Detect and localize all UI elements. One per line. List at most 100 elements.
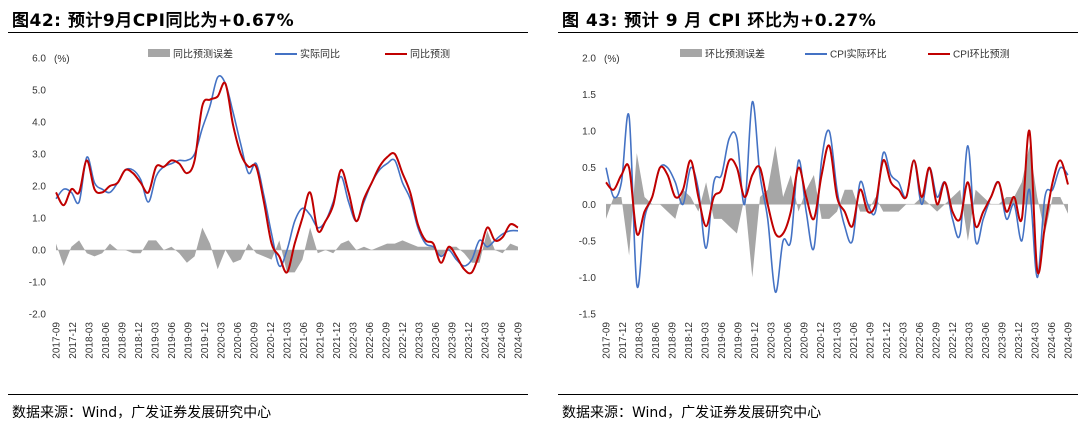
legend-label: 同比预测误差 [173,48,233,61]
x-tick-label: 2024-03 [1031,322,1042,359]
x-tick-label: 2017-09 [52,322,63,359]
x-tick-label: 2018-12 [134,322,145,359]
x-tick-label: 2023-12 [1014,322,1025,359]
x-tick-label: 2018-03 [85,322,96,359]
y-tick-label: 1.0 [32,214,46,225]
series-forecast-line [55,81,519,275]
x-tick-label: 2023-12 [464,322,475,359]
unit-label: (%) [604,54,620,65]
x-tick-label: 2024-09 [514,322,525,359]
y-tick-label: 3.0 [32,150,46,161]
legend-label: CPI实际环比 [830,48,887,61]
chart-panel-cpi-yoy: 图42: 预计9月CPI同比为+0.67% (%) 6.0 5.0 4.0 3.0 2.0… [0,0,530,430]
x-tick-label: 2021-12 [332,322,343,359]
series-forecast-line [605,129,1069,275]
x-tick-label: 2023-06 [981,322,992,359]
y-tick-label: 0.5 [582,163,596,174]
data-source: 数据来源：Wind，广发证券发展研究中心 [562,405,822,421]
x-tick-label: 2022-12 [398,322,409,359]
series-actual-line [55,75,519,268]
x-tick-label: 2022-06 [915,322,926,359]
x-tick-label: 2024-09 [1064,322,1075,359]
x-tick-label: 2017-09 [602,322,613,359]
y-tick-label: 2.0 [582,54,596,65]
x-tick-label: 2017-12 [618,322,629,359]
x-tick-label: 2019-12 [200,322,211,359]
x-tick-label: 2023-09 [448,322,459,359]
x-tick-label: 2021-06 [849,322,860,359]
title-rule [8,32,528,33]
x-tick-label: 2021-12 [882,322,893,359]
y-tick-label: -2.0 [29,310,47,321]
x-tick-label: 2019-03 [151,322,162,359]
x-tick-label: 2023-03 [965,322,976,359]
chart-panel-cpi-mom: 图 43: 预计 9 月 CPI 环比为+0.27% (%) 2.0 1.5 1.0 0… [550,0,1080,430]
y-tick-label: -0.5 [579,236,597,247]
chart-mom: (%) 2.0 1.5 1.0 0.5 0.0 -0.5 -1.0 -1.5 2017-09 201… [579,48,1075,359]
x-tick-label: 2020-12 [266,322,277,359]
title-rule [558,32,1078,33]
chart-yoy: (%) 6.0 5.0 4.0 3.0 2.0 1.0 0.0 -1.0 -2.0 2017-09 2… [29,48,525,359]
x-tick-label: 2019-12 [750,322,761,359]
unit-label: (%) [54,54,70,65]
x-tick-label: 2022-09 [932,322,943,359]
x-tick-label: 2017-12 [68,322,79,359]
x-tick-label: 2023-09 [998,322,1009,359]
x-tick-label: 2018-03 [635,322,646,359]
y-tick-label: 0.0 [32,246,46,257]
x-tick-label: 2021-06 [299,322,310,359]
data-source: 数据来源：Wind，广发证券发展研究中心 [12,405,272,421]
y-tick-label: -1.0 [579,273,597,284]
figure-title: 图 43: 预计 9 月 CPI 环比为+0.27% [562,11,877,31]
x-tick-label: 2020-03 [217,322,228,359]
x-tick-label: 2020-06 [783,322,794,359]
x-tick-label: 2022-03 [349,322,360,359]
x-tick-label: 2018-06 [651,322,662,359]
y-tick-label: 2.0 [32,182,46,193]
y-tick-label: -1.0 [29,278,47,289]
legend-label: 环比预测误差 [705,48,765,61]
y-tick-label: 1.5 [582,90,596,101]
x-tick-label: 2024-06 [497,322,508,359]
x-tick-label: 2018-06 [101,322,112,359]
x-tick-label: 2022-12 [948,322,959,359]
y-tick-label: -1.5 [579,310,597,321]
y-tick-label: 6.0 [32,54,46,65]
x-tick-label: 2024-03 [481,322,492,359]
x-tick-label: 2019-09 [184,322,195,359]
y-tick-label: 0.0 [582,200,596,211]
legend-label: 同比预测 [410,48,450,61]
x-tick-label: 2018-09 [668,322,679,359]
x-tick-label: 2021-09 [866,322,877,359]
source-rule [558,394,1078,395]
x-tick-label: 2023-06 [431,322,442,359]
legend-label: CPI环比预测 [953,48,1010,61]
x-tick-label: 2019-06 [167,322,178,359]
x-tick-label: 2020-09 [800,322,811,359]
y-tick-label: 4.0 [32,118,46,129]
legend-swatch-area [148,49,170,57]
figure-title: 图42: 预计9月CPI同比为+0.67% [12,11,295,31]
x-tick-label: 2021-03 [283,322,294,359]
x-tick-label: 2021-09 [316,322,327,359]
x-tick-label: 2020-06 [233,322,244,359]
y-tick-label: 5.0 [32,86,46,97]
x-tick-label: 2022-09 [382,322,393,359]
x-tick-label: 2020-12 [816,322,827,359]
legend-swatch-area [680,49,702,57]
x-tick-label: 2019-03 [701,322,712,359]
x-tick-label: 2023-03 [415,322,426,359]
x-tick-label: 2019-06 [717,322,728,359]
series-error-area [606,145,1068,278]
source-rule [8,394,528,395]
x-tick-label: 2021-03 [833,322,844,359]
x-tick-label: 2022-03 [899,322,910,359]
x-tick-label: 2020-09 [250,322,261,359]
legend-label: 实际同比 [300,48,340,61]
y-tick-label: 1.0 [582,127,596,138]
x-tick-label: 2024-06 [1047,322,1058,359]
x-tick-label: 2019-09 [734,322,745,359]
x-tick-label: 2022-06 [365,322,376,359]
x-tick-label: 2020-03 [767,322,778,359]
x-tick-label: 2018-09 [118,322,129,359]
